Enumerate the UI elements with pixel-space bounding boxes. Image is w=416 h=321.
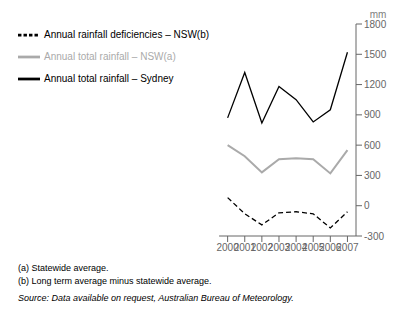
svg-text:2004: 2004 bbox=[285, 242, 308, 254]
html-text:Source: Data available on requ: Source: Data available on request, Austr… bbox=[18, 293, 294, 303]
html-text:Annual rainfall deficiencies –: Annual rainfall deficiencies – NSW(b) bbox=[44, 28, 210, 40]
html-text:Annual total rainfall – Sydney: Annual total rainfall – Sydney bbox=[44, 72, 174, 84]
svg-text:2005: 2005 bbox=[302, 242, 325, 254]
html-text:(b) Long term average minus st: (b) Long term average minus statewide av… bbox=[18, 276, 212, 286]
svg-text:2000: 2000 bbox=[216, 242, 239, 254]
svg-text:600: 600 bbox=[364, 140, 381, 151]
svg-text:300: 300 bbox=[364, 170, 381, 181]
svg-text:1500: 1500 bbox=[364, 49, 387, 60]
svg-text:2002: 2002 bbox=[250, 242, 273, 254]
svg-text:2003: 2003 bbox=[267, 242, 291, 254]
svg-text:900: 900 bbox=[364, 109, 381, 120]
svg-text:mm: mm bbox=[370, 9, 387, 20]
html-text:(a) Statewide average.: (a) Statewide average. bbox=[18, 263, 109, 273]
svg-text:1200: 1200 bbox=[364, 79, 387, 90]
svg-text:2006: 2006 bbox=[319, 242, 342, 254]
svg-text:1800: 1800 bbox=[364, 19, 387, 30]
html-text:Annual total rainfall – NSW(a): Annual total rainfall – NSW(a) bbox=[44, 50, 176, 62]
svg-text:0: 0 bbox=[364, 200, 370, 211]
svg-text:-300: -300 bbox=[364, 231, 384, 242]
svg-text:2007: 2007 bbox=[336, 242, 359, 253]
svg-text:2001: 2001 bbox=[233, 242, 256, 254]
